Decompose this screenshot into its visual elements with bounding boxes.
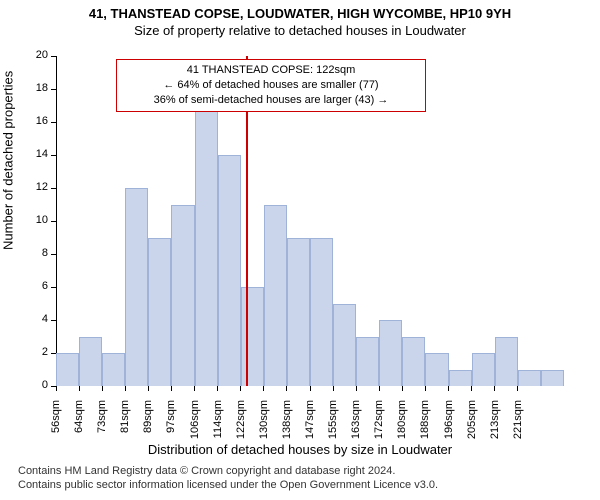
histogram-bar [449, 370, 472, 387]
annotation-box: 41 THANSTEAD COPSE: 122sqm← 64% of detac… [116, 59, 426, 112]
y-tick-mark [51, 221, 56, 222]
histogram-bar [218, 155, 241, 386]
y-tick-mark [51, 188, 56, 189]
y-tick-mark [51, 89, 56, 90]
x-tick-mark [286, 386, 287, 391]
histogram-bar [495, 337, 518, 387]
x-tick-mark [263, 386, 264, 391]
histogram-bar [402, 337, 425, 387]
y-tick-label: 0 [28, 379, 48, 391]
histogram-bar [472, 353, 495, 386]
y-tick-label: 14 [28, 148, 48, 160]
x-tick-mark [448, 386, 449, 391]
y-tick-label: 8 [28, 247, 48, 259]
histogram-bar [356, 337, 379, 387]
histogram-bar [310, 238, 333, 387]
histogram-bar [148, 238, 171, 387]
plot-area: 0246810121416182056sqm64sqm73sqm81sqm89s… [56, 56, 564, 386]
x-tick-mark [171, 386, 172, 391]
y-tick-mark [51, 56, 56, 57]
annotation-line-3: 36% of semi-detached houses are larger (… [123, 93, 419, 108]
histogram-bar [241, 287, 264, 386]
x-tick-mark [102, 386, 103, 391]
y-tick-label: 4 [28, 313, 48, 325]
x-tick-mark [425, 386, 426, 391]
annotation-line-2: ← 64% of detached houses are smaller (77… [123, 78, 419, 93]
chart-subtitle: Size of property relative to detached ho… [0, 21, 600, 38]
x-tick-mark [194, 386, 195, 391]
y-tick-mark [51, 122, 56, 123]
y-tick-label: 2 [28, 346, 48, 358]
footer: Contains HM Land Registry data © Crown c… [0, 464, 600, 493]
x-tick-mark [148, 386, 149, 391]
y-axis-label: Number of detached properties [1, 71, 16, 250]
y-tick-label: 10 [28, 214, 48, 226]
y-tick-mark [51, 320, 56, 321]
histogram-bar [333, 304, 356, 387]
y-tick-label: 20 [28, 49, 48, 61]
x-tick-mark [310, 386, 311, 391]
x-tick-mark [494, 386, 495, 391]
x-tick-mark [240, 386, 241, 391]
histogram-bar [102, 353, 125, 386]
histogram-bar [518, 370, 541, 387]
footer-line-1: Contains HM Land Registry data © Crown c… [18, 464, 582, 478]
x-tick-mark [333, 386, 334, 391]
x-axis-label: Distribution of detached houses by size … [0, 442, 600, 457]
y-tick-mark [51, 287, 56, 288]
x-tick-mark [125, 386, 126, 391]
y-tick-mark [51, 155, 56, 156]
histogram-bar [264, 205, 287, 387]
histogram-bar [171, 205, 194, 387]
histogram-bar [125, 188, 148, 386]
x-tick-mark [56, 386, 57, 391]
footer-line-2: Contains public sector information licen… [18, 478, 582, 492]
y-tick-label: 6 [28, 280, 48, 292]
y-tick-label: 12 [28, 181, 48, 193]
x-tick-mark [79, 386, 80, 391]
histogram-bar [425, 353, 448, 386]
annotation-line-1: 41 THANSTEAD COPSE: 122sqm [123, 63, 419, 78]
x-tick-mark [379, 386, 380, 391]
histogram-bar [379, 320, 402, 386]
y-tick-label: 18 [28, 82, 48, 94]
histogram-bar [195, 89, 218, 386]
histogram-bar [287, 238, 310, 387]
x-tick-mark [471, 386, 472, 391]
histogram-bar [79, 337, 102, 387]
y-axis-line [56, 56, 57, 386]
y-tick-label: 16 [28, 115, 48, 127]
chart-title: 41, THANSTEAD COPSE, LOUDWATER, HIGH WYC… [0, 0, 600, 21]
histogram-bar [541, 370, 564, 387]
chart-root: 41, THANSTEAD COPSE, LOUDWATER, HIGH WYC… [0, 0, 600, 500]
x-tick-mark [217, 386, 218, 391]
x-tick-mark [517, 386, 518, 391]
x-tick-mark [402, 386, 403, 391]
x-tick-mark [356, 386, 357, 391]
histogram-bar [56, 353, 79, 386]
y-tick-mark [51, 254, 56, 255]
